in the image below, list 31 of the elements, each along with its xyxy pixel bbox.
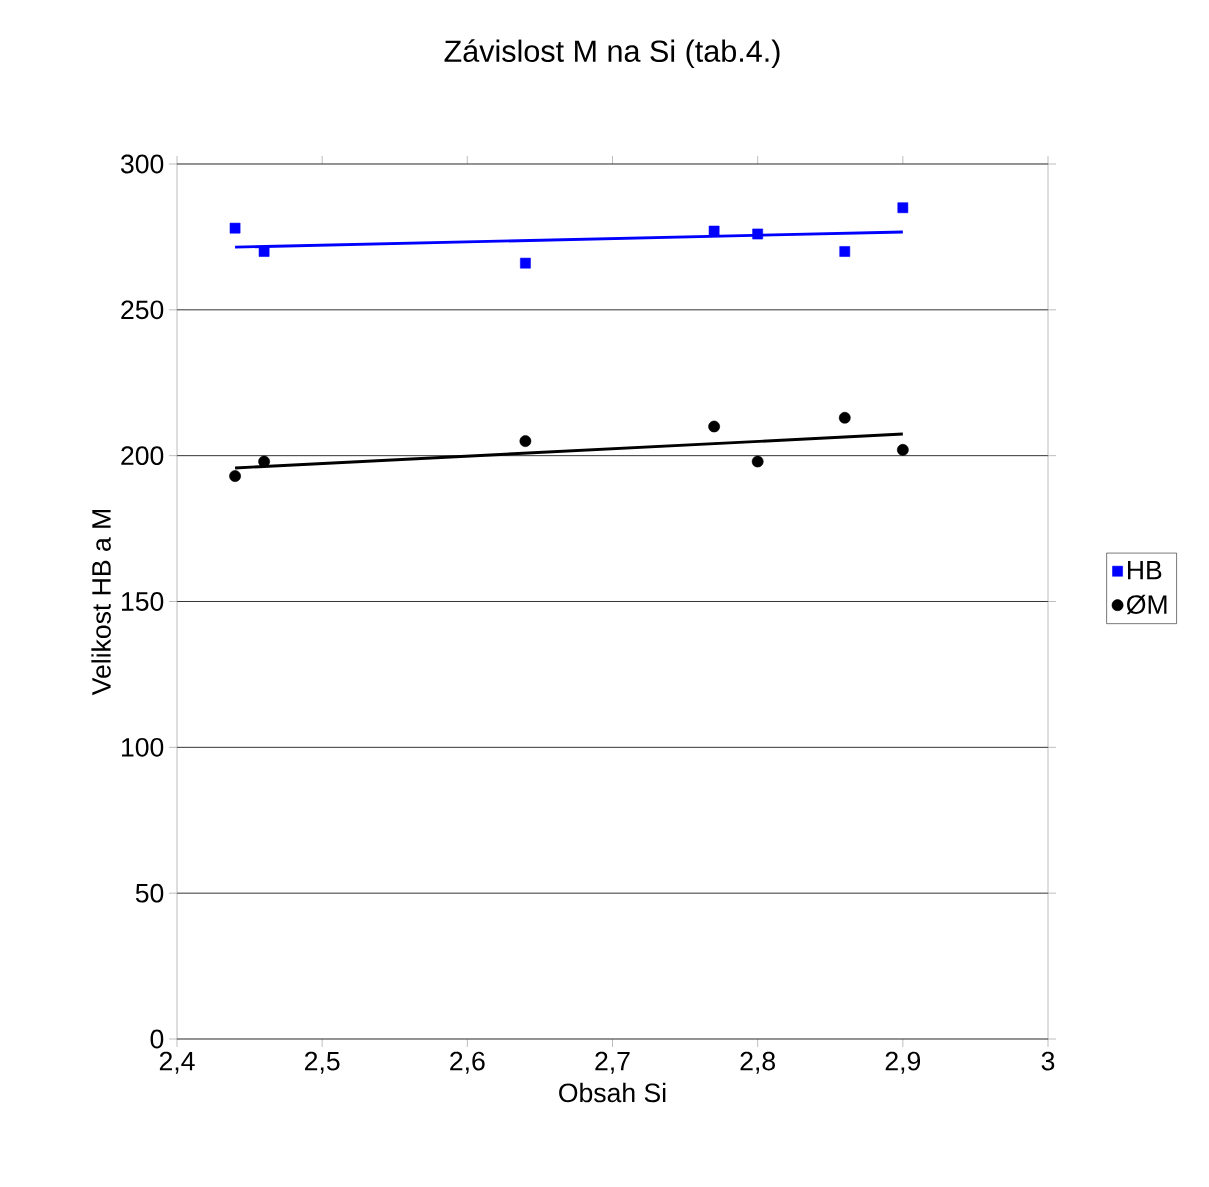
y-tick-label: 300: [121, 154, 164, 174]
point: [839, 246, 851, 257]
y-tick-label: 0: [150, 1029, 164, 1049]
x-axis-title: Obsah Si: [559, 1082, 666, 1103]
legend-label: ØM: [1126, 594, 1167, 615]
y-tick-label: 100: [122, 737, 164, 757]
x-tick-label: 3: [1041, 1051, 1055, 1071]
point: [229, 470, 241, 482]
x-tick-label: 2,8: [740, 1051, 775, 1074]
y-tick-label: 200: [121, 446, 164, 466]
legend-label: HB: [1128, 561, 1162, 580]
y-tick-label: 50: [135, 883, 164, 903]
point: [519, 435, 532, 447]
point: [258, 246, 270, 257]
point: [751, 455, 764, 468]
point: [520, 257, 531, 269]
chart-title: Závislost M na Si (tab.4.): [444, 39, 780, 69]
y-tick-label: 150: [122, 592, 164, 611]
point: [896, 443, 909, 456]
x-tick-label: 2,6: [450, 1051, 485, 1074]
x-tick-label: 2,5: [305, 1051, 340, 1074]
y-axis-title: Velikost HB a M: [91, 509, 111, 696]
x-tick-label: 2,4: [159, 1051, 195, 1074]
x-tick-label: 2,9: [885, 1051, 921, 1074]
point: [752, 228, 763, 240]
point: [708, 420, 720, 433]
x-tick-label: 2,7: [595, 1051, 630, 1074]
point: [838, 411, 851, 424]
point: [897, 202, 909, 214]
y-tick-label: 250: [121, 300, 164, 320]
point: [229, 222, 241, 234]
